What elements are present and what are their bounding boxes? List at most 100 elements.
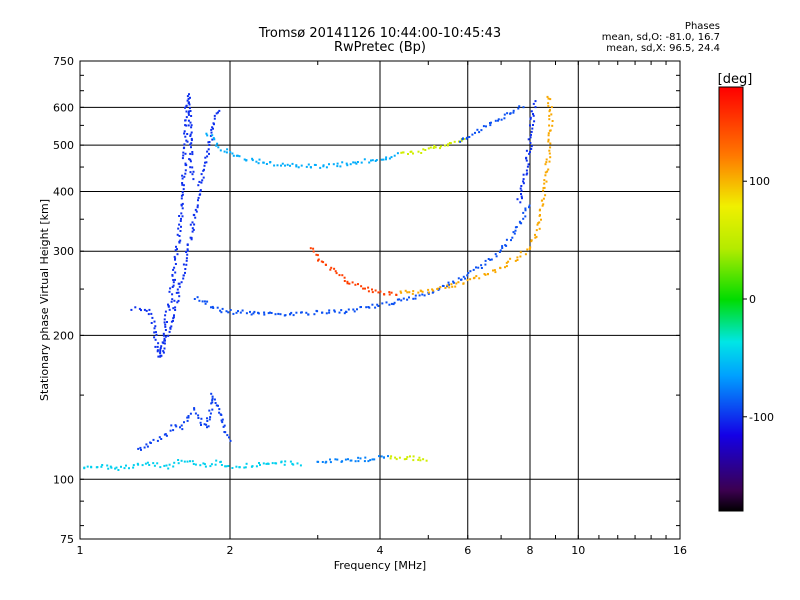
data-point <box>390 291 393 294</box>
data-point <box>183 421 185 424</box>
colorbar-segment <box>719 398 743 400</box>
colorbar-segment <box>719 490 743 492</box>
data-point <box>530 110 533 113</box>
data-point <box>546 170 549 173</box>
colorbar-segment <box>719 105 743 107</box>
data-point <box>146 461 149 464</box>
data-point <box>203 463 206 466</box>
colorbar-segment <box>719 477 743 479</box>
data-point <box>284 164 286 167</box>
colorbar-segment <box>719 451 743 453</box>
data-point <box>542 203 545 206</box>
data-point <box>280 460 283 463</box>
data-point <box>309 166 312 169</box>
colorbar-segment <box>719 115 743 117</box>
data-point <box>191 151 194 153</box>
data-point <box>281 162 284 165</box>
data-point <box>224 465 227 468</box>
data-point <box>495 255 498 258</box>
colorbar-segment <box>719 217 743 219</box>
data-point <box>548 110 551 113</box>
data-point <box>219 413 222 416</box>
data-point <box>168 308 171 311</box>
data-point <box>239 311 242 314</box>
colorbar-segment <box>719 97 743 99</box>
data-point <box>215 404 218 407</box>
data-point <box>374 289 377 292</box>
data-point <box>181 202 184 205</box>
data-point <box>315 253 318 256</box>
data-point <box>412 455 415 458</box>
y-tick-label: 500 <box>53 139 74 152</box>
data-point <box>500 118 503 121</box>
colorbar-segment <box>719 359 743 361</box>
data-point <box>371 159 374 162</box>
colorbar-segment <box>719 141 743 143</box>
colorbar-segment <box>719 108 743 110</box>
data-point <box>497 119 499 122</box>
data-point <box>164 325 167 328</box>
data-point <box>547 97 550 100</box>
colorbar-segment <box>719 99 743 101</box>
data-point <box>200 417 203 420</box>
data-point <box>267 462 270 465</box>
data-point <box>385 156 388 159</box>
data-point <box>182 184 185 187</box>
data-point <box>395 458 398 461</box>
data-point <box>412 297 415 300</box>
data-point <box>530 130 533 133</box>
data-point <box>543 182 546 185</box>
colorbar-segment <box>719 500 743 502</box>
data-point <box>370 159 372 162</box>
chart-title: Tromsø 20141126 10:44:00-10:45:43 <box>258 26 502 41</box>
data-point <box>519 251 522 254</box>
colorbar-segment <box>719 273 743 275</box>
data-point <box>458 140 460 143</box>
data-point <box>193 298 196 300</box>
data-point <box>436 288 439 290</box>
colorbar-segment <box>719 416 743 418</box>
data-point <box>253 310 256 313</box>
data-point <box>231 152 234 155</box>
data-point <box>172 307 175 310</box>
colorbar-segment <box>719 449 743 451</box>
data-point <box>155 331 157 334</box>
colorbar-segment <box>719 145 743 147</box>
data-point <box>359 457 362 460</box>
data-point <box>520 195 523 198</box>
colorbar-segment <box>719 415 743 417</box>
colorbar-segment <box>719 159 743 161</box>
data-point <box>371 303 374 306</box>
data-point <box>227 465 230 467</box>
data-point <box>183 175 186 178</box>
data-point <box>522 182 525 185</box>
data-point <box>232 312 235 315</box>
data-point <box>360 306 362 308</box>
data-point <box>218 408 221 411</box>
data-point <box>184 172 187 175</box>
data-point <box>414 294 417 297</box>
data-point <box>530 147 533 150</box>
data-point <box>177 227 180 230</box>
data-point <box>501 247 504 249</box>
colorbar-segment <box>719 364 743 366</box>
y-tick-label: 400 <box>53 185 74 198</box>
data-point <box>335 272 338 275</box>
data-point <box>388 291 391 294</box>
data-point <box>164 335 167 338</box>
data-point <box>269 311 271 314</box>
data-point <box>219 309 222 312</box>
data-point <box>309 247 312 250</box>
colorbar-segment <box>719 471 743 473</box>
colorbar-segment <box>719 286 743 288</box>
colorbar-segment <box>719 428 743 430</box>
data-point <box>168 290 171 293</box>
colorbar-segment <box>719 200 743 202</box>
colorbar-segment <box>719 253 743 255</box>
data-point <box>312 250 315 253</box>
data-point <box>148 464 151 466</box>
data-point <box>185 105 188 108</box>
data-point <box>186 460 189 463</box>
data-point <box>347 458 349 461</box>
